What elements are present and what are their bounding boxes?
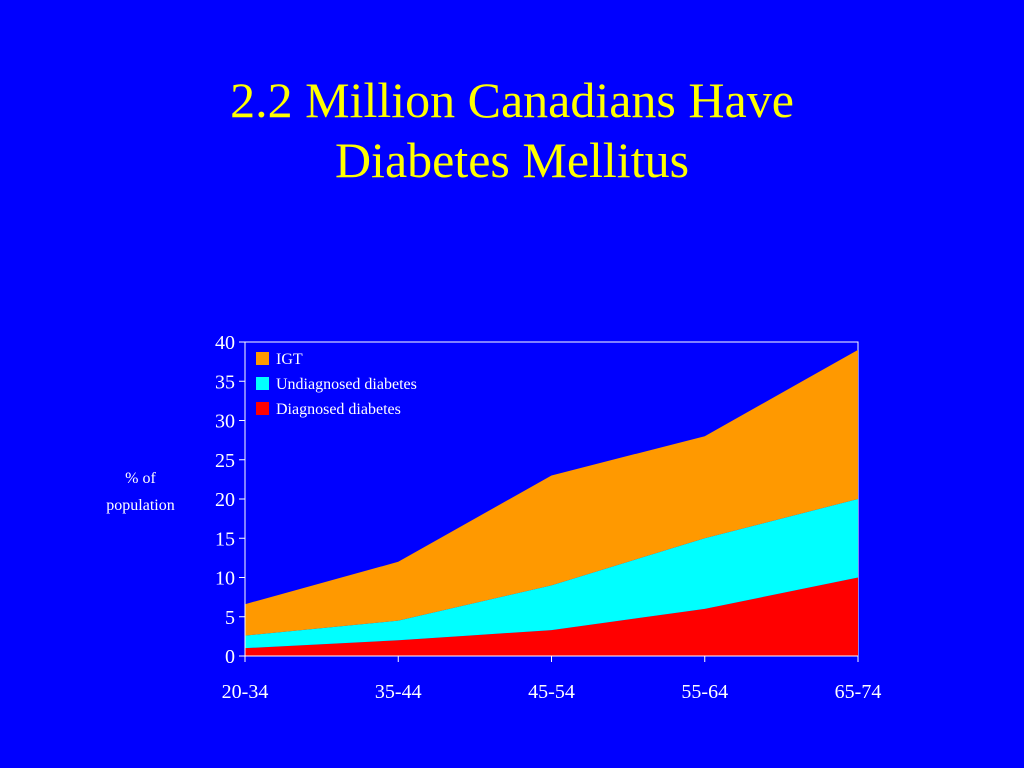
y-tick-label: 35 (215, 371, 235, 393)
area-series-diagnosed-diabetes (245, 577, 858, 656)
legend-swatch-undiagnosed-diabetes (256, 377, 269, 390)
legend-swatch-diagnosed-diabetes (256, 402, 269, 415)
legend-label-diagnosed-diabetes: Diagnosed diabetes (276, 401, 401, 418)
slide-title: 2.2 Million Canadians Have Diabetes Mell… (0, 70, 1024, 190)
y-axis-label-line-1: % of (125, 470, 156, 487)
y-tick-label: 5 (225, 607, 235, 629)
area-series-igt (245, 349, 858, 636)
area-series-undiagnosed-diabetes (245, 499, 858, 649)
legend-swatch-igt (256, 352, 269, 365)
y-tick-label: 30 (215, 411, 235, 433)
x-tick-label: 55-64 (681, 681, 728, 703)
y-tick-label: 40 (215, 332, 235, 354)
y-tick-label: 10 (215, 568, 235, 590)
x-tick-label: 45-54 (528, 681, 575, 703)
title-line-1: 2.2 Million Canadians Have (230, 72, 794, 128)
title-line-2: Diabetes Mellitus (334, 132, 690, 188)
y-tick-label: 25 (215, 450, 235, 472)
y-tick-label: 20 (215, 489, 235, 511)
legend-label-igt: IGT (276, 351, 303, 368)
x-tick-label: 20-34 (222, 681, 269, 703)
y-axis-label-line-2: population (106, 497, 175, 514)
y-tick-label: 15 (215, 528, 235, 550)
x-tick-label: 35-44 (375, 681, 422, 703)
y-tick-label: 0 (225, 646, 235, 668)
x-tick-label: 65-74 (835, 681, 882, 703)
y-axis-label: % of population (88, 465, 193, 519)
legend-label-undiagnosed-diabetes: Undiagnosed diabetes (276, 376, 417, 393)
